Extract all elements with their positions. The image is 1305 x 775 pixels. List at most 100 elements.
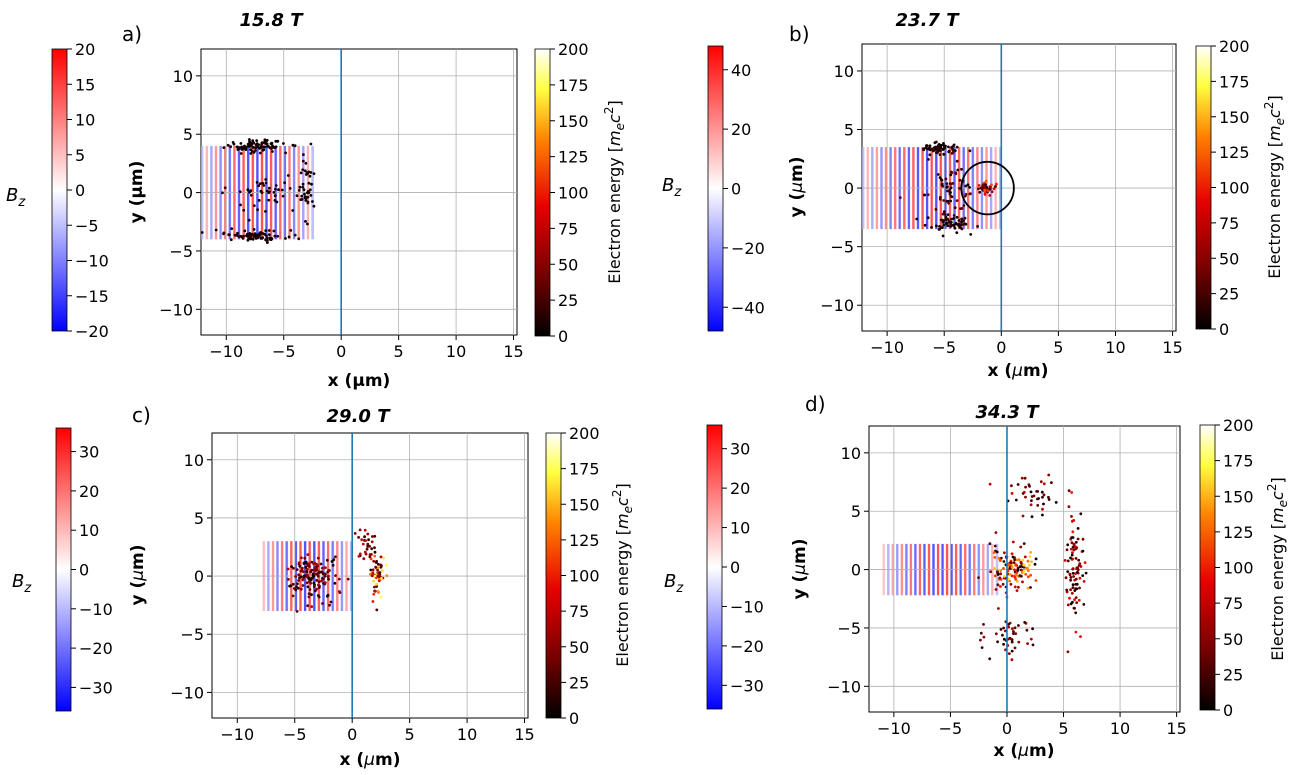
electron-point (246, 143, 250, 147)
y-tick-label: 0 (851, 561, 861, 580)
electron-point (309, 581, 313, 585)
electron-point (222, 231, 226, 235)
electron-point (1010, 552, 1014, 556)
colorbar-tick-label: 0 (558, 327, 568, 346)
colorbar-tick-label: 50 (558, 255, 578, 274)
electron-point (1074, 630, 1078, 634)
electron-point (312, 172, 316, 176)
electron-point (946, 213, 950, 217)
colorbar-tick-label: 15 (75, 75, 95, 94)
electron-point (1068, 572, 1072, 576)
electron-point (1002, 637, 1006, 641)
electron-point (296, 586, 300, 590)
electron-point (297, 579, 300, 582)
electron-point (1066, 650, 1070, 654)
electron-point (300, 556, 303, 560)
electron-point (1025, 628, 1029, 632)
electron-point (1018, 574, 1022, 577)
y-tick-label: 5 (183, 125, 193, 144)
electron-point (1071, 545, 1075, 549)
electron-point (1040, 490, 1044, 494)
electron-point (983, 192, 987, 196)
energy-colorbar: 200 175 150 125 100 75 50 25 0 (1195, 37, 1250, 339)
electron-point (1007, 563, 1011, 566)
colorbar-tick-label: 125 (558, 148, 589, 167)
electron-point (1029, 637, 1033, 641)
electron-point (226, 143, 230, 147)
x-tick-label: 10 (1105, 338, 1125, 357)
electron-point (293, 233, 297, 237)
electron-point (1041, 507, 1044, 511)
electron-point (297, 237, 301, 241)
electron-point (1009, 582, 1013, 586)
colorbar-tick-label: −5 (75, 216, 99, 235)
colorbar-tick-label: −10 (79, 600, 113, 619)
electron-point (1012, 561, 1016, 564)
electron-point (1069, 578, 1072, 582)
electron-point (304, 566, 308, 569)
electron-point (957, 219, 961, 222)
electron-point (1022, 563, 1026, 567)
electron-point (303, 196, 307, 200)
energy-colorbar: 200 175 150 125 100 75 50 25 0 (534, 40, 589, 346)
electron-point (323, 581, 327, 584)
electron-point (1030, 515, 1034, 519)
electron-point (286, 174, 290, 177)
electron-point (1029, 573, 1033, 577)
electron-point (1034, 557, 1038, 561)
electron-point (1014, 563, 1018, 566)
electron-point (305, 573, 309, 577)
y-tick-label: 10 (173, 67, 193, 86)
electron-point (308, 588, 312, 591)
electron-point (1079, 635, 1082, 638)
colorbar-tick-label: 75 (1219, 214, 1239, 233)
electron-point (379, 595, 383, 599)
colorbar-tick-label: 30 (730, 440, 750, 459)
electron-point (950, 171, 954, 175)
electron-point (941, 221, 945, 224)
electron-point (255, 181, 259, 184)
electron-point (988, 482, 992, 486)
electron-point (1041, 495, 1044, 499)
electron-point (1039, 480, 1043, 484)
electron-point (309, 142, 313, 146)
electron-point (373, 574, 377, 578)
electron-point (984, 183, 987, 187)
electron-point (1069, 576, 1073, 579)
electron-point (982, 635, 986, 639)
electron-point (304, 199, 308, 202)
electron-point (1002, 626, 1005, 630)
electron-point (1024, 485, 1027, 489)
electron-point (268, 237, 272, 241)
electron-point (1041, 513, 1044, 517)
electron-point (251, 146, 255, 149)
electron-point (267, 233, 271, 237)
electron-point (304, 560, 308, 564)
electron-point (273, 194, 277, 198)
chart-title: 15.8 T (240, 10, 305, 31)
colorbar-tick-label: 10 (75, 111, 95, 130)
y-tick-label: −10 (170, 683, 204, 702)
electron-point (1071, 567, 1075, 571)
electron-point (1011, 540, 1015, 544)
colorbar-tick-label: 25 (1219, 285, 1239, 304)
electron-point (261, 181, 265, 185)
electron-point (366, 542, 370, 546)
electron-point (955, 159, 959, 163)
electron-point (327, 577, 330, 581)
electron-point (305, 581, 309, 585)
electron-point (986, 189, 990, 193)
colorbar-tick-label: −40 (731, 298, 765, 317)
electron-point (960, 218, 964, 222)
electron-point (373, 589, 377, 593)
energy-colorbar-label: Electron energy [mec2] (602, 100, 627, 283)
electron-point (371, 568, 375, 572)
electron-point (1078, 576, 1082, 580)
electron-point (303, 192, 306, 196)
electron-point (306, 222, 309, 226)
electron-point (1029, 551, 1032, 554)
electron-point (1084, 571, 1088, 575)
electron-point (377, 562, 380, 566)
y-tick-label: 0 (194, 567, 204, 586)
